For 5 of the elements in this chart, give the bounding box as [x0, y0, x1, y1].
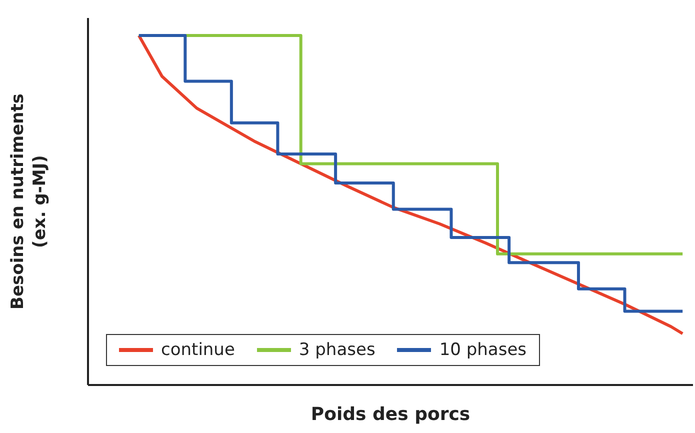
legend-label: 3 phases	[298, 340, 376, 360]
legend-label: continue	[161, 340, 235, 360]
x-axis-title: Poids des porcs	[310, 404, 470, 425]
y-axis-title: Besoins en nutriments (ex. g-MJ)	[8, 94, 50, 310]
legend-label: 10 phases	[439, 340, 527, 360]
